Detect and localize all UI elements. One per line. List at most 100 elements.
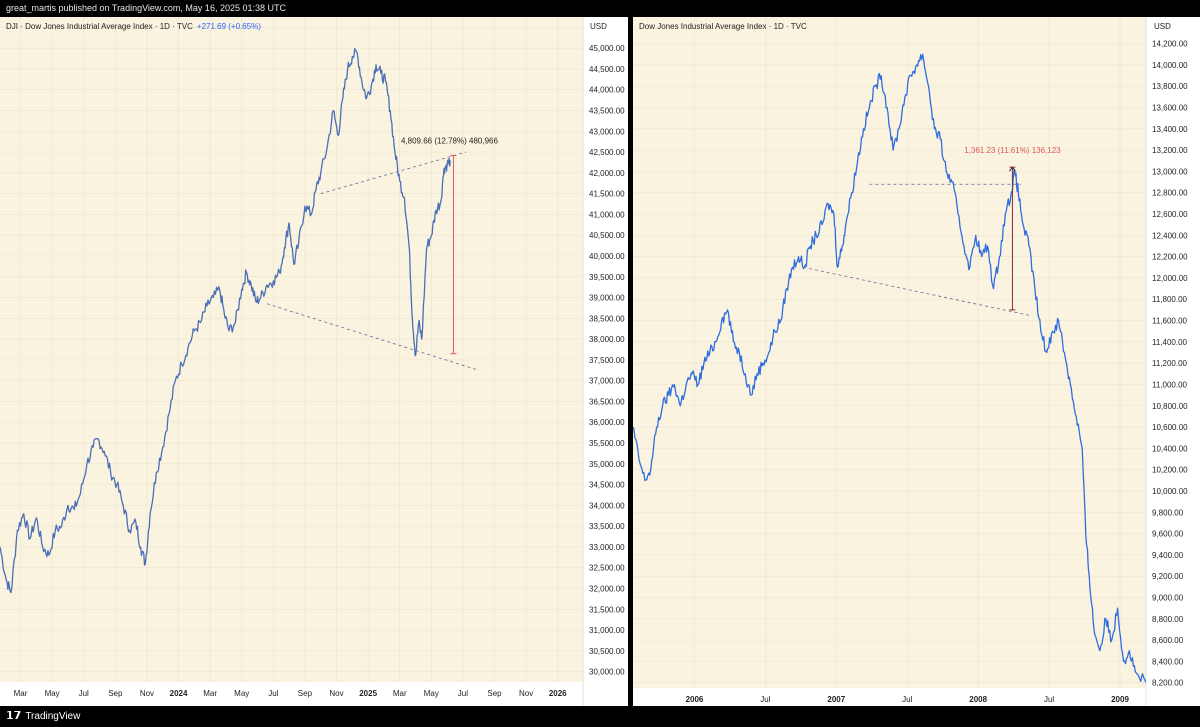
y-tick-label: 37,000.00: [589, 377, 625, 386]
y-tick-label: 13,600.00: [1152, 104, 1188, 113]
upper-trendline[interactable]: [320, 151, 467, 195]
y-tick-label: 14,000.00: [1152, 61, 1188, 70]
lower-trendline[interactable]: [266, 303, 479, 371]
y-tick-label: 8,600.00: [1152, 636, 1184, 645]
plot-area[interactable]: 4,809.66 (12.78%) 480,966: [0, 48, 499, 594]
x-tick-label: Jul: [1044, 695, 1054, 704]
y-tick-label: 11,800.00: [1152, 295, 1188, 304]
chart-panel-left[interactable]: 30,000.00 30,500.00 31,000.00 31,500.00 32,0…: [0, 17, 628, 706]
x-tick-label: Mar: [14, 689, 28, 698]
y-axis-bg: [583, 17, 628, 706]
grid: [0, 17, 583, 682]
y-tick-label: 10,000.00: [1152, 487, 1188, 496]
chart-right-currency[interactable]: USD: [1150, 20, 1175, 33]
footer-bar: 𝟭𝟳 TradingView: [0, 706, 1200, 727]
tradingview-logo-icon[interactable]: 𝟭𝟳: [6, 710, 22, 722]
price-series-line[interactable]: [633, 53, 1146, 683]
y-tick-label: 11,000.00: [1152, 380, 1188, 389]
x-axis-bg: [633, 688, 1146, 706]
y-tick-label: 12,800.00: [1152, 189, 1188, 198]
x-tick-label: Nov: [329, 689, 343, 698]
measure-label: 4,809.66 (12.78%) 480,966: [401, 136, 499, 145]
y-tick-label: 10,800.00: [1152, 402, 1188, 411]
x-tick-label: May: [234, 689, 249, 698]
y-tick-label: 45,000.00: [589, 44, 625, 53]
chart-right-legend: Dow Jones Industrial Average Index · 1D …: [639, 22, 807, 31]
y-tick-label: 34,000.00: [589, 501, 625, 510]
y-tick-label: 30,000.00: [589, 668, 625, 677]
measure-label: 1,361.23 (11.61%) 136,123: [964, 146, 1061, 155]
y-tick-label: 44,500.00: [589, 65, 625, 74]
publisher-caption: great_martis published on TradingView.co…: [0, 0, 1200, 17]
grid: [633, 17, 1146, 688]
y-tick-label: 10,400.00: [1152, 444, 1188, 453]
x-tick-label: 2024: [170, 689, 188, 698]
chart-left-currency[interactable]: USD: [586, 20, 611, 33]
y-tick-label: 12,400.00: [1152, 231, 1188, 240]
y-tick-label: 10,600.00: [1152, 423, 1188, 432]
price-series-line[interactable]: [0, 48, 451, 594]
footer-brand[interactable]: TradingView: [25, 711, 81, 722]
y-tick-label: 43,500.00: [589, 107, 625, 116]
y-tick-label: 31,000.00: [589, 626, 625, 635]
x-tick-label: 2006: [686, 695, 704, 704]
x-axis-bg: [0, 682, 583, 706]
chart-right-svg[interactable]: 8,200.00 8,400.00 8,600.00 8,800.00 9,000.00…: [633, 17, 1200, 706]
y-tick-label: 42,000.00: [589, 169, 625, 178]
y-tick-label: 8,200.00: [1152, 679, 1184, 688]
y-tick-label: 33,000.00: [589, 543, 625, 552]
y-tick-label: 13,400.00: [1152, 125, 1188, 134]
y-tick-label: 37,500.00: [589, 356, 625, 365]
y-tick-label: 11,200.00: [1152, 359, 1188, 368]
y-tick-label: 39,500.00: [589, 273, 625, 282]
x-tick-label: Sep: [487, 689, 502, 698]
y-tick-label: 36,000.00: [589, 418, 625, 427]
y-tick-label: 41,500.00: [589, 190, 625, 199]
x-tick-label: May: [424, 689, 439, 698]
lower-trendline[interactable]: [803, 266, 1030, 316]
x-tick-label: Mar: [393, 689, 407, 698]
y-tick-label: 39,000.00: [589, 294, 625, 303]
y-tick-label: 35,500.00: [589, 439, 625, 448]
y-tick-label: 9,600.00: [1152, 530, 1184, 539]
y-tick-label: 9,400.00: [1152, 551, 1184, 560]
chart-right-title: Dow Jones Industrial Average Index · 1D …: [639, 22, 807, 31]
y-tick-label: 8,800.00: [1152, 615, 1184, 624]
plot-area[interactable]: 1,361.23 (11.61%) 136,123: [633, 53, 1146, 683]
y-tick-label: 13,200.00: [1152, 146, 1188, 155]
chart-left-svg[interactable]: 30,000.00 30,500.00 31,000.00 31,500.00 32,0…: [0, 17, 628, 706]
y-tick-label: 42,500.00: [589, 148, 625, 157]
y-tick-label: 41,000.00: [589, 210, 625, 219]
y-tick-label: 38,000.00: [589, 335, 625, 344]
y-tick-label: 12,000.00: [1152, 274, 1188, 283]
x-tick-label: 2009: [1111, 695, 1129, 704]
y-tick-label: 9,800.00: [1152, 508, 1184, 517]
x-tick-label: 2025: [359, 689, 377, 698]
x-tick-label: Sep: [298, 689, 313, 698]
y-tick-label: 12,600.00: [1152, 210, 1188, 219]
chart-left-title: DJI · Dow Jones Industrial Average Index…: [6, 22, 193, 31]
x-tick-label: Jul: [79, 689, 89, 698]
y-tick-label: 12,200.00: [1152, 253, 1188, 262]
y-tick-label: 13,800.00: [1152, 82, 1188, 91]
y-tick-label: 36,500.00: [589, 397, 625, 406]
y-tick-label: 11,600.00: [1152, 317, 1188, 326]
y-tick-label: 8,400.00: [1152, 657, 1184, 666]
x-tick-label: Nov: [519, 689, 533, 698]
x-tick-label: Sep: [108, 689, 123, 698]
y-tick-label: 34,500.00: [589, 481, 625, 490]
y-tick-label: 30,500.00: [589, 647, 625, 656]
x-tick-label: Jul: [760, 695, 770, 704]
x-tick-label: 2026: [549, 689, 567, 698]
x-tick-label: 2008: [969, 695, 987, 704]
y-tick-label: 44,000.00: [589, 86, 625, 95]
y-tick-label: 14,200.00: [1152, 40, 1188, 49]
measure-arrow-icon: [1009, 166, 1016, 172]
y-tick-label: 40,500.00: [589, 231, 625, 240]
x-tick-label: Nov: [140, 689, 154, 698]
chart-left-change: +271.69 (+0.65%): [196, 22, 261, 31]
y-tick-label: 13,000.00: [1152, 167, 1188, 176]
chart-panel-right[interactable]: 8,200.00 8,400.00 8,600.00 8,800.00 9,000.00…: [633, 17, 1200, 706]
y-tick-label: 9,200.00: [1152, 572, 1184, 581]
